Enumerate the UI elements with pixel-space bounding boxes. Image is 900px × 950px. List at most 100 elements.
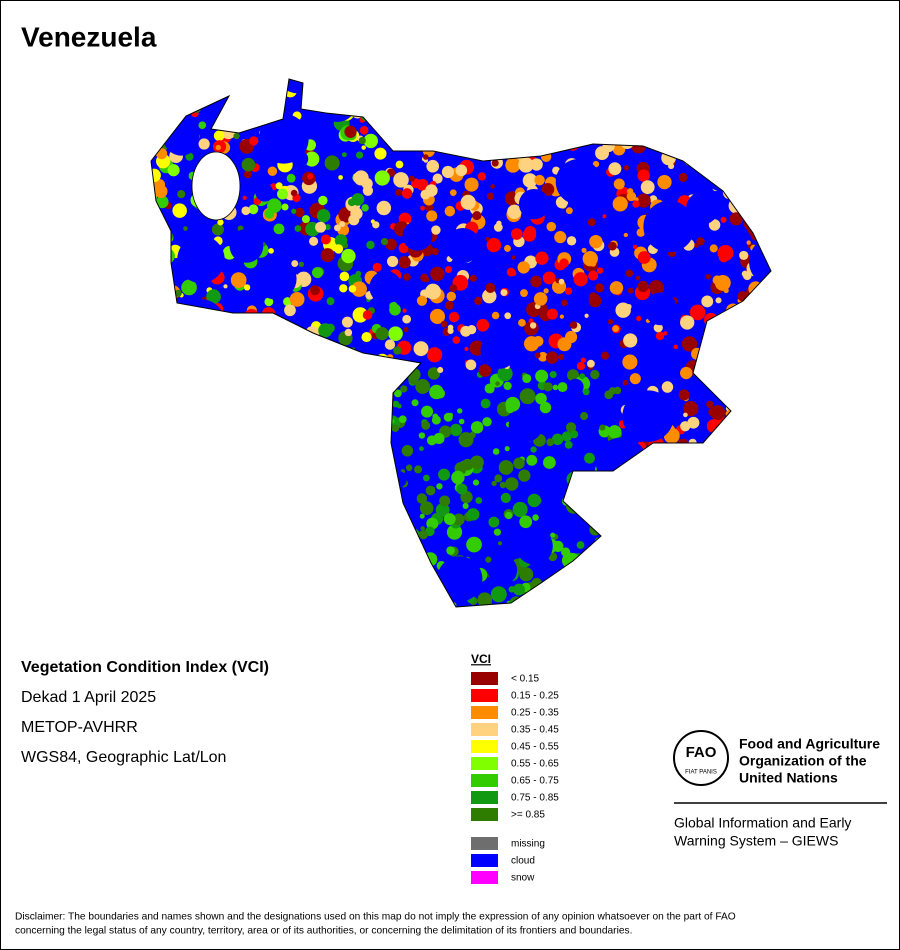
vci-patch xyxy=(236,422,242,429)
vci-patch xyxy=(672,541,687,557)
vci-patch xyxy=(577,126,592,142)
vci-patch xyxy=(285,508,296,520)
vci-patch xyxy=(351,281,367,297)
vci-patch xyxy=(233,132,240,140)
vci-patch xyxy=(171,464,185,478)
vci-patch xyxy=(330,82,335,87)
vci-patch xyxy=(333,399,343,409)
vci-patch xyxy=(518,469,531,482)
vci-patch xyxy=(569,565,582,579)
vci-patch xyxy=(331,488,339,496)
vci-patch xyxy=(696,237,705,246)
vci-patch xyxy=(356,371,363,378)
vci-patch xyxy=(376,406,390,420)
vci-patch xyxy=(763,557,771,574)
vci-patch xyxy=(426,159,440,173)
cloud-patch xyxy=(369,271,403,304)
vci-patch xyxy=(194,475,199,480)
vci-patch xyxy=(377,434,391,449)
vci-patch xyxy=(151,379,155,389)
vci-patch xyxy=(739,161,753,175)
vci-patch xyxy=(433,432,445,445)
vci-patch xyxy=(161,473,168,480)
vci-patch xyxy=(470,421,484,434)
vci-patch xyxy=(721,159,728,166)
vci-patch xyxy=(291,585,302,595)
vci-patch xyxy=(710,599,718,607)
vci-patch xyxy=(268,607,284,623)
vci-patch xyxy=(729,331,737,339)
vci-patch xyxy=(444,265,453,274)
vci-patch xyxy=(301,594,309,602)
vci-patch xyxy=(446,291,457,302)
vci-patch xyxy=(476,318,490,332)
vci-patch xyxy=(720,593,732,605)
logo-organization: United Nations xyxy=(739,770,838,786)
vci-patch xyxy=(408,175,415,182)
vci-patch xyxy=(215,481,227,493)
vci-patch xyxy=(500,492,511,504)
vci-patch xyxy=(387,502,399,514)
vci-patch xyxy=(530,446,537,453)
vci-patch xyxy=(671,81,682,92)
vci-patch xyxy=(762,233,769,239)
vci-patch xyxy=(316,104,324,112)
vci-patch xyxy=(425,485,436,496)
vci-patch xyxy=(293,456,309,472)
vci-patch xyxy=(324,155,340,171)
vci-patch xyxy=(708,91,715,98)
vci-patch xyxy=(628,601,637,607)
vci-patch xyxy=(284,385,297,398)
vci-patch xyxy=(344,328,353,337)
vci-patch xyxy=(151,239,154,254)
vci-patch xyxy=(410,574,422,585)
vci-patch xyxy=(705,358,712,365)
vci-patch xyxy=(384,485,393,493)
vci-patch xyxy=(219,376,230,387)
vci-patch xyxy=(315,409,325,419)
vci-patch xyxy=(230,435,246,452)
vci-patch xyxy=(218,400,230,412)
vci-patch xyxy=(449,189,457,197)
vci-patch xyxy=(278,74,283,79)
vci-patch xyxy=(163,406,170,413)
vci-patch xyxy=(689,577,699,587)
vci-patch xyxy=(460,194,476,210)
vci-patch xyxy=(533,79,549,84)
vci-patch xyxy=(388,379,397,388)
vci-patch xyxy=(589,472,603,485)
vci-patch xyxy=(368,573,379,584)
vci-patch xyxy=(754,454,770,470)
vci-patch xyxy=(490,184,495,189)
legend-swatch xyxy=(471,689,498,702)
vci-patch xyxy=(141,360,148,367)
vci-patch xyxy=(739,587,750,597)
vci-patch xyxy=(427,574,437,583)
vci-patch xyxy=(368,510,374,517)
vci-patch xyxy=(151,168,161,183)
vci-patch xyxy=(185,387,193,395)
vci-patch xyxy=(447,613,452,618)
vci-patch xyxy=(607,319,614,325)
vci-patch xyxy=(756,127,762,133)
vci-patch xyxy=(361,100,371,110)
vci-patch xyxy=(473,149,480,156)
vci-patch xyxy=(713,582,723,592)
vci-patch xyxy=(722,186,736,200)
vci-patch xyxy=(579,565,586,572)
vci-patch xyxy=(268,383,282,397)
vci-patch xyxy=(505,157,521,173)
vci-patch xyxy=(536,91,548,103)
legend-label: 0.75 - 0.85 xyxy=(511,793,559,804)
vci-patch xyxy=(503,110,512,120)
vci-patch xyxy=(437,366,444,374)
vci-patch xyxy=(404,87,419,102)
vci-patch xyxy=(332,380,342,391)
vci-patch xyxy=(209,533,226,550)
vci-patch xyxy=(668,101,675,108)
cloud-patch xyxy=(359,381,389,411)
vci-patch xyxy=(342,440,350,448)
vci-patch xyxy=(341,532,355,545)
vci-patch xyxy=(469,274,477,282)
vci-patch xyxy=(710,557,716,564)
